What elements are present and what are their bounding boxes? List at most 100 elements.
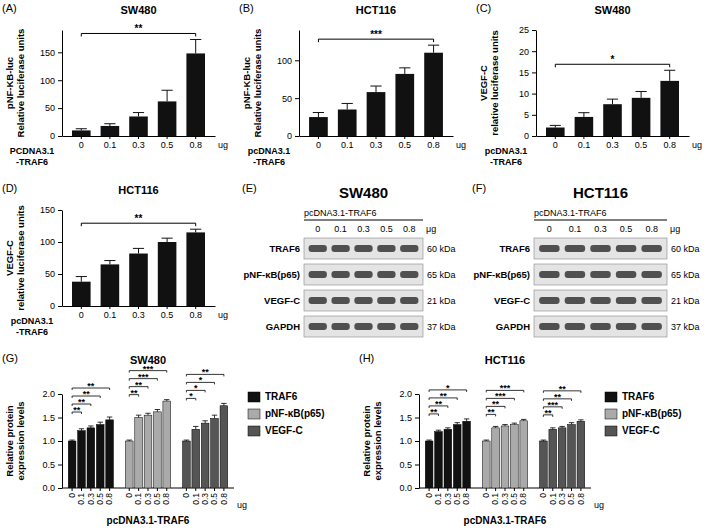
title: SW480: [339, 184, 388, 201]
x-tick-mark: [109, 306, 110, 309]
x-tick-mark: [205, 488, 206, 491]
y-tick-label: 50: [282, 94, 292, 104]
y-tick-label: 0: [287, 131, 292, 141]
row-size: 65 kDa: [671, 270, 700, 280]
lane-unit: μg: [426, 224, 436, 234]
x-axis: 00.10.30.50.8: [67, 488, 115, 505]
error-bar: [145, 413, 150, 415]
error-bar: [76, 277, 87, 282]
x-axis-title: pcDNA3.1: [248, 146, 291, 156]
bar: [68, 441, 76, 488]
x-tick-mark: [157, 488, 158, 491]
significance-label: *: [611, 54, 615, 65]
y-tick-mark: [415, 465, 419, 466]
blot-band: [539, 271, 559, 278]
panel: 05010015000.10.30.50.8**ugPCDNA3.1-TRAF6…: [2, 2, 228, 167]
bar: [135, 418, 143, 489]
blot-band: [616, 297, 636, 304]
x-tick-mark: [195, 488, 196, 491]
y-tick: 0.0: [42, 483, 62, 493]
y-tick-mark: [415, 441, 419, 442]
y-tick: 100: [277, 56, 299, 66]
x-tick-label: 0.8: [518, 493, 528, 505]
y-axis: 0.00.51.01.52.0: [399, 389, 419, 493]
x-tick-mark: [81, 488, 82, 491]
bar: [632, 98, 651, 136]
y-tick: 0: [50, 131, 62, 141]
bar: [577, 421, 585, 488]
x-tick-label: 0.8: [189, 140, 202, 150]
lane-label: 0.3: [357, 224, 370, 234]
y-tick: 0.5: [42, 460, 62, 470]
y-tick: 100: [40, 237, 62, 247]
x-unit: ug: [456, 140, 466, 150]
y-tick-mark: [532, 51, 536, 52]
y-tick-label: 1.5: [399, 413, 412, 423]
x-axis-title: -TRAF6: [490, 157, 522, 167]
blot-strip: [304, 238, 423, 259]
x-tick-mark: [138, 488, 139, 491]
legend-label: VEGF-C: [265, 425, 303, 436]
error-bar: [76, 129, 87, 131]
x-tick-mark: [223, 488, 224, 491]
x-tick: 0.1: [104, 306, 117, 320]
x-tick-mark: [447, 488, 448, 491]
row-label: GAPDH: [496, 321, 530, 332]
y-tick: 15: [519, 68, 536, 78]
error-bar: [502, 425, 507, 426]
error-bar: [190, 39, 201, 53]
x-tick-mark: [376, 136, 377, 139]
x-tick: 0: [79, 136, 84, 150]
x-axis: 00.10.30.50.8: [537, 136, 690, 150]
y-tick-label: 150: [40, 48, 55, 58]
y-tick: 5: [524, 110, 536, 120]
x-axis-title: pcDNA3.1-TRAF6: [464, 515, 547, 526]
error-bar: [127, 440, 132, 442]
bar: [106, 420, 114, 488]
bar: [444, 429, 452, 488]
x-tick-label: 0.3: [132, 140, 145, 150]
bar: [309, 117, 328, 136]
x-tick-mark: [669, 136, 670, 139]
legend-swatch: [248, 426, 260, 436]
error-bar: [636, 91, 647, 97]
x-tick: 0: [553, 136, 558, 150]
y-axis-title: VEGF-C: [478, 65, 489, 101]
y-tick: 50: [45, 269, 62, 279]
error-bar: [202, 421, 207, 423]
blot-band: [377, 323, 395, 330]
panel-label: (E): [242, 182, 257, 194]
x-tick-mark: [138, 306, 139, 309]
x-tick: 0.1: [578, 136, 591, 150]
error-bar: [221, 403, 226, 405]
x-unit: ug: [594, 500, 604, 510]
title: SW480: [120, 4, 156, 16]
blot-band: [377, 271, 395, 278]
x-axis-title: pcDNA3.1: [11, 316, 54, 326]
bar: [72, 130, 91, 136]
error-bar: [69, 440, 74, 442]
row-label: TRAF6: [499, 243, 530, 254]
panel-label: (G): [2, 352, 18, 364]
blot-strip: [534, 238, 667, 259]
panel-label: (F): [472, 182, 486, 194]
bar: [201, 423, 209, 488]
plot-area: [546, 70, 679, 136]
y-tick-label: 150: [40, 205, 55, 215]
lane-unit: μg: [670, 224, 680, 234]
x-tick: 0.3: [132, 306, 145, 320]
legend-swatch: [248, 392, 260, 402]
y-axis: 0510152025: [519, 25, 537, 141]
panel: 05010000.10.30.50.8***ugpcDNA3.1-TRAF6(B…: [239, 2, 466, 167]
significance-label: **: [87, 381, 95, 391]
blot-band: [400, 271, 418, 278]
plot-area: [72, 229, 205, 306]
blot-strip: [534, 316, 667, 337]
blot-band: [590, 271, 610, 278]
bar: [338, 110, 357, 137]
error-bar: [569, 423, 574, 425]
x-tick-mark: [580, 488, 581, 491]
legend-label: VEGF-C: [622, 425, 660, 436]
bar: [158, 101, 177, 136]
y-axis: 050100150: [40, 31, 63, 142]
